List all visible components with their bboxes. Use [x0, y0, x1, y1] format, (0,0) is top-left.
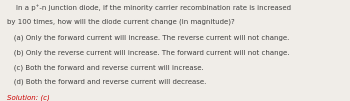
Text: by 100 times, how will the diode current change (in magnitude)?: by 100 times, how will the diode current…	[7, 18, 235, 25]
Text: (c) Both the forward and reverse current will increase.: (c) Both the forward and reverse current…	[7, 64, 204, 71]
Text: (b) Only the reverse current will increase. The forward current will not change.: (b) Only the reverse current will increa…	[7, 49, 289, 56]
Text: In a p⁺-n junction diode, if the minority carrier recombination rate is increase: In a p⁺-n junction diode, if the minorit…	[7, 4, 291, 11]
Text: (a) Only the forward current will increase. The reverse current will not change.: (a) Only the forward current will increa…	[7, 35, 289, 42]
Text: (d) Both the forward and reverse current will decrease.: (d) Both the forward and reverse current…	[7, 79, 206, 85]
Text: Solution: (c): Solution: (c)	[7, 94, 50, 101]
